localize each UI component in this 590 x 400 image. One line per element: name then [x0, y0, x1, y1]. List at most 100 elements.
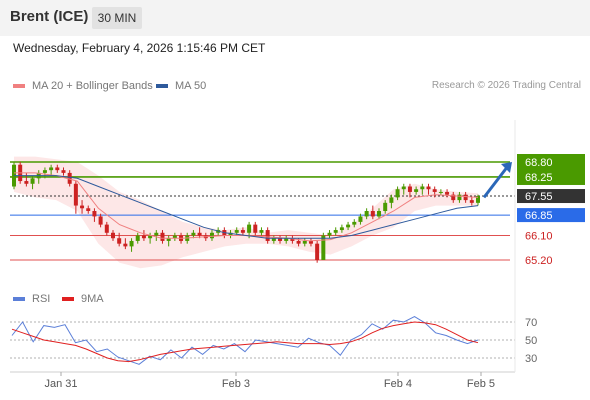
candle-body: [135, 235, 140, 241]
candle-body: [302, 240, 307, 244]
candle-body: [383, 202, 388, 211]
x-tick-label: Jan 31: [44, 378, 77, 390]
rsi-tick-30: 30: [525, 353, 537, 365]
candle-body: [117, 238, 122, 244]
candle-body: [377, 211, 382, 217]
candle-body: [30, 178, 35, 184]
candle-body: [259, 230, 264, 233]
candle-body: [86, 208, 91, 211]
candle-body: [42, 170, 47, 173]
candle-body: [389, 197, 394, 203]
candle-body: [445, 191, 450, 195]
candle-body: [247, 224, 252, 233]
candles-group: [12, 162, 480, 263]
x-tick-label: Feb 5: [467, 378, 495, 390]
rsi-tick-50: 50: [525, 335, 537, 347]
ma50-line: [14, 175, 479, 239]
candle-body: [61, 170, 66, 173]
level-label-65.20: 65.20: [525, 255, 553, 267]
legend-rsi-swatch: [13, 297, 25, 301]
forecast-arrow-head: [501, 162, 512, 173]
candle-body: [271, 238, 276, 241]
candle-body: [407, 186, 412, 192]
candle-body: [80, 205, 85, 209]
candle-body: [321, 235, 326, 260]
candle-body: [414, 189, 419, 192]
candle-body: [110, 232, 115, 239]
level-label-67.55: 67.55: [525, 191, 553, 203]
resistance-label-box: [517, 154, 585, 185]
candle-body: [49, 167, 54, 171]
candle-body: [24, 181, 29, 184]
candle-body: [278, 238, 283, 241]
candle-body: [290, 238, 295, 241]
rsi-line: [11, 316, 479, 365]
level-label-66.10: 66.10: [525, 231, 553, 243]
candle-body: [451, 194, 456, 201]
candle-body: [395, 189, 400, 198]
candle-body: [284, 238, 289, 241]
legend-9ma-label: 9MA: [81, 293, 104, 305]
candle-body: [426, 186, 431, 190]
level-label-68.25: 68.25: [525, 172, 553, 184]
rsi-9ma-line: [11, 321, 479, 363]
candle-body: [55, 167, 60, 171]
candle-body: [209, 232, 214, 239]
legend-ma50-label: MA 50: [175, 80, 207, 92]
candle-body: [438, 191, 443, 193]
candle-body: [228, 232, 233, 236]
level-label-66.85: 66.85: [525, 210, 553, 222]
bollinger-band: [14, 156, 478, 269]
candle-body: [265, 230, 270, 241]
credit-text: Research © 2026 Trading Central: [431, 80, 581, 91]
pivot-label-box: [517, 208, 585, 223]
level-label-68.80: 68.80: [525, 157, 553, 169]
candle-body: [98, 216, 103, 225]
x-tick-label: Feb 4: [384, 378, 412, 390]
candle-body: [234, 230, 239, 233]
legend-ma20-swatch: [13, 84, 25, 88]
candle-body: [315, 243, 320, 260]
rsi-tick-70: 70: [525, 317, 537, 329]
forecast-arrow-shaft: [482, 165, 510, 199]
candle-body: [358, 216, 363, 222]
candle-body: [432, 189, 437, 192]
candle-body: [346, 224, 351, 228]
current-price-box: [517, 189, 585, 204]
candle-body: [73, 183, 78, 206]
candle-body: [469, 200, 474, 203]
candle-body: [308, 240, 313, 244]
candle-body: [92, 211, 97, 217]
candle-body: [67, 172, 72, 184]
candle-body: [476, 196, 480, 203]
candle-body: [148, 235, 153, 239]
candle-body: [463, 194, 468, 201]
candle-body: [141, 235, 146, 239]
candle-body: [352, 221, 357, 225]
candle-body: [166, 238, 171, 241]
candle-body: [420, 186, 425, 190]
candle-body: [296, 240, 301, 244]
legend-9ma-swatch: [62, 297, 74, 301]
candle-body: [401, 186, 406, 190]
candle-body: [154, 232, 159, 236]
candle-body: [172, 235, 177, 239]
header-bar: Brent (ICE) 30 MIN: [0, 0, 590, 36]
candle-body: [364, 211, 369, 217]
candle-body: [104, 224, 109, 233]
timestamp: Wednesday, February 4, 2026 1:15:46 PM C…: [13, 41, 266, 55]
candle-body: [240, 230, 245, 233]
candle-body: [370, 211, 375, 217]
candle-body: [160, 232, 165, 241]
x-tick-label: Feb 3: [222, 378, 250, 390]
candle-body: [123, 243, 128, 247]
candle-body: [197, 232, 202, 236]
legend-ma20-label: MA 20 + Bollinger Bands: [32, 80, 153, 92]
candle-body: [129, 240, 134, 247]
legend-ma50-swatch: [156, 84, 168, 88]
timeframe-button[interactable]: 30 MIN: [92, 7, 142, 29]
candle-body: [327, 232, 332, 236]
candle-body: [253, 224, 258, 233]
